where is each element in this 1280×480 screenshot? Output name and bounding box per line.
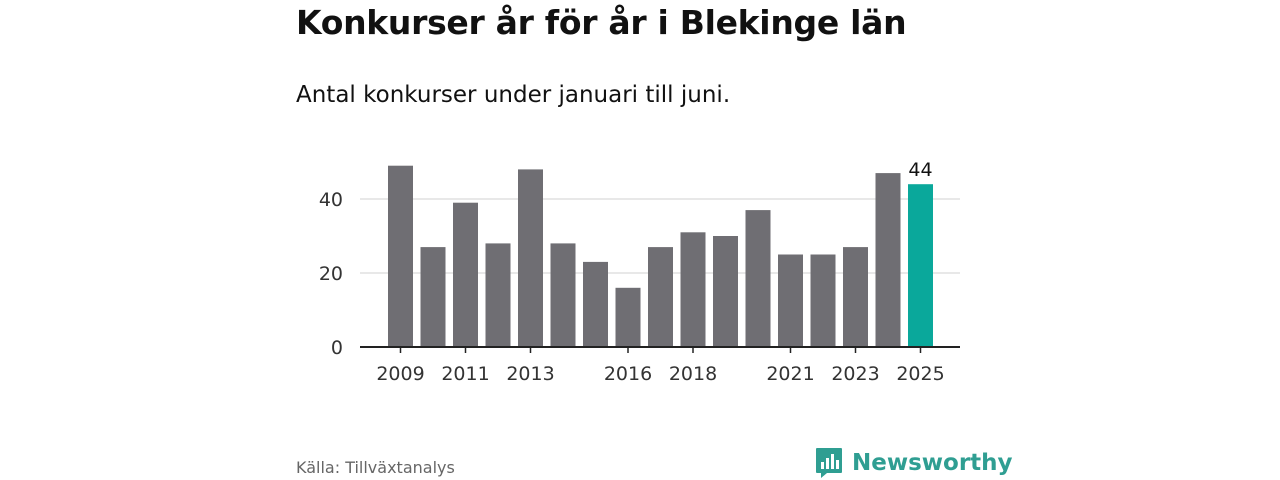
x-tick-label: 2025: [896, 363, 944, 385]
bar-2018: [680, 232, 706, 347]
x-tick-label: 2016: [604, 363, 652, 385]
bar-2014: [550, 243, 576, 347]
chart-subtitle: Antal konkurser under januari till juni.: [296, 82, 731, 108]
data-label-2025: 44: [908, 159, 932, 181]
x-tick-label: 2021: [766, 363, 814, 385]
labels: 0 20 40 2009 2011 2013 2016 2018 2021 2023 2025 44: [319, 159, 945, 385]
bar-2016: [615, 287, 641, 347]
bar-2023: [843, 247, 868, 347]
bar-2009: [388, 165, 413, 347]
bar-2012: [485, 243, 511, 347]
bar-2025: [908, 184, 933, 347]
bar-2013: [518, 169, 543, 347]
bar-2021: [778, 254, 803, 347]
bar-2019: [713, 236, 738, 347]
y-tick-label: 0: [331, 337, 343, 359]
source-note: Källa: Tillväxtanalys: [296, 458, 455, 477]
y-tick-label: 40: [319, 189, 343, 211]
bar-2024: [875, 173, 901, 347]
brand-logo: Newsworthy: [815, 446, 1013, 480]
bar-2010: [420, 247, 446, 347]
bar-2020: [745, 210, 771, 347]
bar-2015: [583, 261, 608, 347]
y-tick-label: 20: [319, 263, 343, 285]
brand-name: Newsworthy: [852, 450, 1013, 476]
newsworthy-logo-icon: [816, 448, 842, 478]
bar-2022: [810, 254, 836, 347]
bar-2011: [453, 202, 478, 347]
x-tick-label: 2009: [376, 363, 424, 385]
bars: [388, 165, 933, 347]
axes: [360, 346, 960, 353]
chart-title: Konkurser år för år i Blekinge län: [296, 3, 907, 42]
x-tick-label: 2013: [506, 363, 554, 385]
x-tick-label: 2011: [441, 363, 489, 385]
x-tick-label: 2018: [669, 363, 717, 385]
bar-2017: [648, 247, 673, 347]
x-tick-label: 2023: [831, 363, 879, 385]
